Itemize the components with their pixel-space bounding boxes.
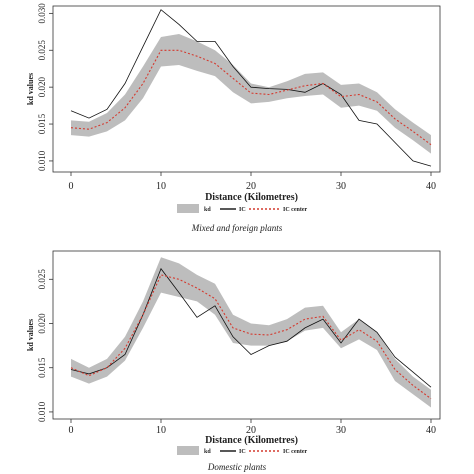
legend-ic-label: IC xyxy=(239,207,246,213)
x-tick-label: 30 xyxy=(336,425,346,436)
legend-ic-center-label: IC center xyxy=(283,449,307,455)
chart-caption: Domestic plants xyxy=(207,462,267,472)
x-axis-label: Distance (Kilometres) xyxy=(205,435,298,446)
y-tick-label: 0.015 xyxy=(37,357,47,378)
legend-ic-center-label: IC center xyxy=(283,207,307,213)
plot-frame xyxy=(52,250,441,420)
ic-center-line xyxy=(70,274,432,400)
chart-mixed-foreign-plants: 0 10 20 30 40 0.010 0.015 0.020 0.025 0.030 kd val… xyxy=(26,3,441,233)
x-tick-label: 40 xyxy=(426,181,436,192)
x-tick-label: 10 xyxy=(156,181,166,192)
x-tick-label: 0 xyxy=(69,181,74,192)
x-axis-label: Distance (Kilometres) xyxy=(205,192,298,203)
y-tick-label: 0.010 xyxy=(37,150,47,171)
legend-ic-label: IC xyxy=(239,449,246,455)
legend: kd IC IC center xyxy=(177,446,307,455)
y-tick-label: 0.020 xyxy=(37,313,47,334)
y-tick-label: 0.015 xyxy=(37,113,47,134)
x-tick-label: 40 xyxy=(426,425,436,436)
ic-line xyxy=(70,9,432,167)
chart-domestic-plants: 0 10 20 30 40 0.010 0.015 0.020 0.025 kd values Di… xyxy=(26,250,441,472)
y-axis-label: kd values xyxy=(26,319,35,351)
kd-band xyxy=(71,257,431,408)
y-axis-label: kd values xyxy=(26,73,35,105)
y-tick-label: 0.020 xyxy=(37,77,47,98)
legend-kd-label: kd xyxy=(204,449,211,455)
legend-kd-label: kd xyxy=(204,207,211,213)
legend: kd IC IC center xyxy=(177,204,307,213)
legend-kd-swatch xyxy=(177,446,199,455)
legend-kd-swatch xyxy=(177,204,199,213)
y-tick-label: 0.030 xyxy=(37,3,47,24)
y-tick-label: 0.025 xyxy=(37,269,47,290)
x-tick-label: 0 xyxy=(69,425,74,436)
y-tick-label: 0.010 xyxy=(37,401,47,422)
x-tick-label: 20 xyxy=(246,181,256,192)
kd-band xyxy=(71,34,431,154)
x-tick-label: 30 xyxy=(336,181,346,192)
x-tick-label: 20 xyxy=(246,425,256,436)
y-tick-label: 0.025 xyxy=(37,40,47,61)
ic-line xyxy=(70,267,432,388)
plot-frame xyxy=(52,5,441,173)
x-tick-label: 10 xyxy=(156,425,166,436)
chart-caption: Mixed and foreign plants xyxy=(191,223,283,233)
